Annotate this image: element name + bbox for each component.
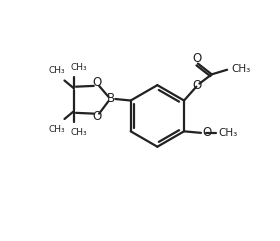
Text: CH₃: CH₃ bbox=[70, 63, 87, 72]
Text: O: O bbox=[192, 53, 202, 66]
Text: CH₃: CH₃ bbox=[218, 128, 237, 138]
Text: CH₃: CH₃ bbox=[48, 66, 65, 75]
Text: O: O bbox=[202, 126, 212, 139]
Text: O: O bbox=[192, 79, 202, 92]
Text: O: O bbox=[92, 110, 101, 123]
Text: CH₃: CH₃ bbox=[48, 125, 65, 134]
Text: CH₃: CH₃ bbox=[70, 127, 87, 137]
Text: O: O bbox=[92, 76, 101, 89]
Text: B: B bbox=[107, 93, 115, 106]
Text: CH₃: CH₃ bbox=[232, 64, 251, 74]
